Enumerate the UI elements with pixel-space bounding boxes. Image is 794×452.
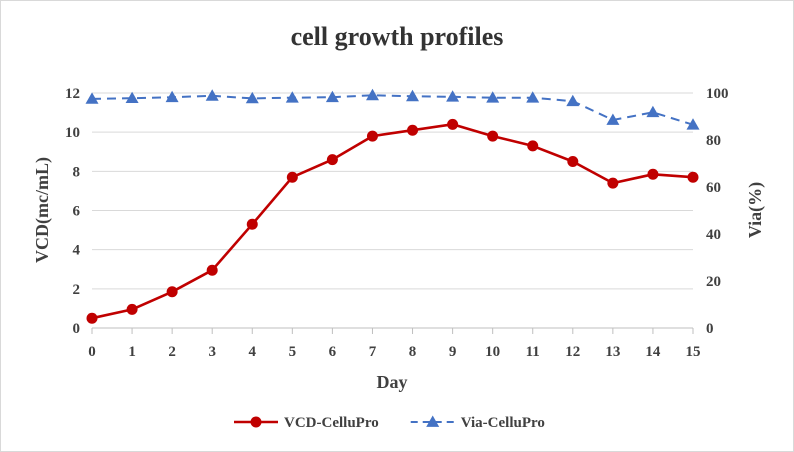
data-point [447, 118, 459, 130]
data-point [286, 171, 298, 183]
left-axis-ticks: 0 2 4 6 8 10 12 [65, 86, 81, 337]
x-axis-ticks: 0 1 2 3 4 5 6 7 8 9 10 11 12 13 14 15 [88, 328, 701, 360]
x-tick-label: 10 [485, 344, 500, 360]
series-layer [85, 88, 700, 324]
data-point [567, 156, 579, 168]
legend-item: Via-CelluPro [410, 415, 545, 431]
legend-swatch-marker [426, 415, 440, 427]
series-1 [86, 118, 699, 324]
right-axis-ticks: 0 20 40 60 80 100 [706, 86, 729, 337]
data-point [206, 264, 218, 276]
data-point [607, 177, 619, 189]
left-tick-label: 10 [65, 125, 80, 141]
series-line [91, 123, 694, 320]
gridlines [92, 92, 693, 290]
series-line [91, 94, 694, 126]
data-point [126, 303, 138, 315]
data-point [566, 94, 580, 107]
data-point [245, 91, 259, 104]
x-tick-label: 3 [208, 344, 216, 360]
right-tick-label: 80 [706, 133, 721, 149]
data-point [646, 105, 660, 118]
left-tick-label: 2 [73, 282, 81, 298]
x-tick-label: 13 [605, 344, 620, 360]
right-tick-label: 20 [706, 274, 721, 290]
left-tick-label: 0 [73, 321, 81, 337]
left-tick-label: 6 [73, 204, 81, 220]
x-tick-label: 11 [526, 344, 540, 360]
x-tick-label: 8 [409, 344, 417, 360]
series-2 [85, 88, 700, 130]
x-tick-label: 4 [249, 344, 257, 360]
data-point [606, 113, 620, 125]
data-point [285, 91, 299, 103]
legend-label: Via-CelluPro [461, 415, 545, 431]
data-point [527, 140, 539, 152]
x-tick-label: 5 [289, 344, 297, 360]
x-tick-label: 12 [565, 344, 580, 360]
data-point [125, 91, 139, 103]
x-tick-label: 0 [88, 344, 96, 360]
x-tick-label: 6 [329, 344, 337, 360]
data-point [686, 118, 700, 130]
x-tick-label: 2 [168, 344, 176, 360]
right-tick-label: 60 [706, 180, 721, 196]
legend-swatch-marker [250, 416, 262, 428]
right-tick-label: 100 [706, 86, 729, 102]
data-point [687, 171, 699, 183]
y-axis-right-label: Via(%) [745, 182, 766, 238]
x-tick-label: 14 [645, 344, 661, 360]
x-tick-label: 7 [369, 344, 377, 360]
x-tick-label: 15 [686, 344, 701, 360]
legend-item: VCD-CelluPro [234, 415, 379, 431]
left-tick-label: 12 [65, 86, 80, 102]
data-point [205, 89, 219, 101]
data-point [166, 286, 178, 298]
data-point [647, 168, 659, 180]
right-tick-label: 40 [706, 227, 721, 243]
data-point [406, 89, 419, 102]
x-tick-label: 9 [449, 344, 457, 360]
left-tick-label: 8 [73, 164, 81, 180]
data-point [326, 154, 338, 166]
data-point [86, 312, 98, 324]
chart-title: cell growth profiles [291, 22, 504, 51]
data-point [325, 90, 339, 103]
data-point [446, 90, 460, 102]
data-point [165, 90, 179, 103]
x-axis-label: Day [377, 372, 408, 392]
data-point [526, 91, 540, 103]
data-point [366, 88, 379, 101]
left-tick-label: 4 [73, 243, 81, 259]
data-point [407, 124, 419, 136]
data-point [246, 218, 258, 230]
right-tick-label: 0 [706, 321, 714, 337]
legend-label: VCD-CelluPro [284, 415, 379, 431]
data-point [486, 91, 500, 103]
x-tick-label: 1 [128, 344, 136, 360]
data-point [85, 92, 99, 104]
y-axis-left-label: VCD(mc/mL) [32, 157, 53, 263]
data-point [487, 130, 499, 142]
legend: VCD-CelluPro Via-CelluPro [234, 415, 545, 431]
data-point [366, 130, 378, 142]
